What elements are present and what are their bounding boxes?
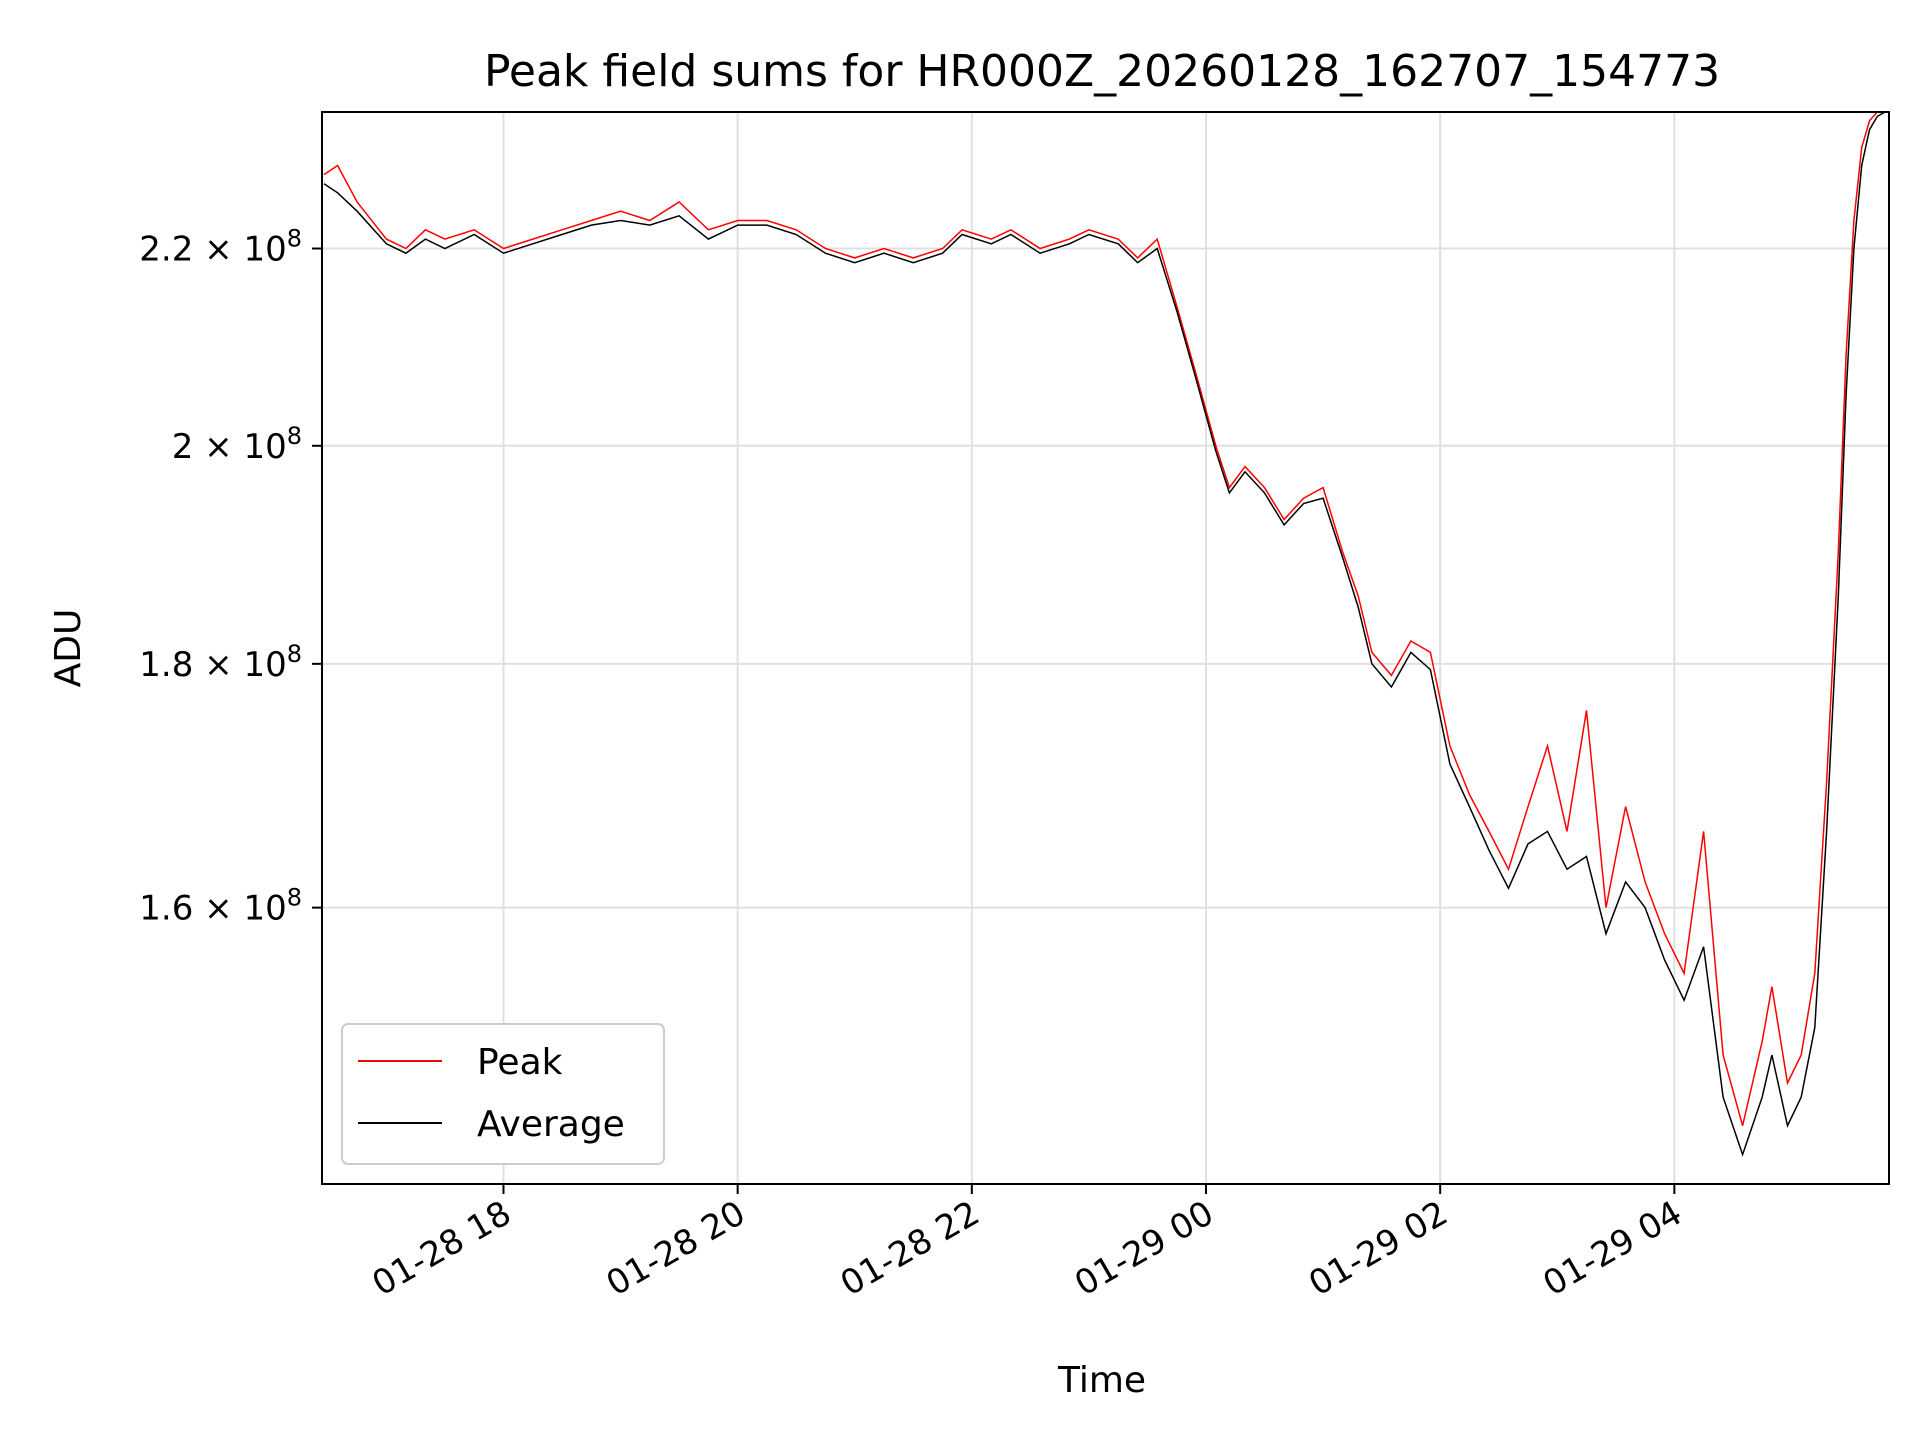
y-tick-label: 1.6 × 108 [139, 884, 302, 929]
y-axis-title: ADU [48, 609, 89, 688]
legend: Peak Average [341, 1023, 665, 1165]
y-axis: 1.6 × 108 1.8 × 108 2 × 108 2.2 × 108 [139, 225, 322, 929]
y-tick-label: 1.8 × 108 [139, 640, 302, 685]
plot-area [323, 112, 1886, 1157]
legend-box [341, 1023, 665, 1165]
legend-label-average: Average [477, 1104, 625, 1145]
legend-label-peak: Peak [477, 1042, 563, 1083]
y-tick-label: 2.2 × 108 [139, 225, 302, 270]
grid-layer [322, 112, 1889, 1184]
series-average-line [323, 112, 1886, 1157]
plot-frame [321, 111, 1890, 1185]
x-axis-title: Time [1057, 1360, 1146, 1401]
chart-title: Peak field sums for HR000Z_20260128_1627… [484, 46, 1720, 97]
series-peak-line [323, 112, 1886, 1126]
y-tick-label: 2 × 108 [172, 422, 302, 467]
